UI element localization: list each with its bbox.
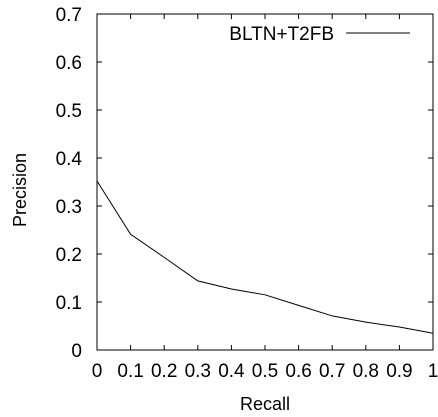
- y-tick-label: 0: [71, 341, 82, 362]
- y-tick-label: 0.2: [56, 245, 82, 266]
- series-layer: [96, 180, 434, 334]
- x-tick-label: 0.6: [285, 361, 311, 382]
- y-tick-label: 0.5: [56, 101, 82, 122]
- x-tick-label: 0: [92, 361, 103, 382]
- series-line-1: [96, 180, 434, 334]
- legend-label-series-1: BLTN+T2FB: [229, 24, 334, 45]
- x-tick-label: 0.9: [386, 361, 412, 382]
- x-tick-label: 0.1: [117, 361, 143, 382]
- x-tick-label: 0.8: [353, 361, 379, 382]
- y-tick-label: 0.4: [56, 149, 83, 170]
- y-tick-label: 0.3: [56, 197, 82, 218]
- y-tick-label: 0.6: [56, 53, 82, 74]
- y-tick-label: 0.1: [56, 293, 82, 314]
- y-axis-title: Precision: [10, 153, 30, 227]
- x-tick-label: 0.3: [185, 361, 211, 382]
- x-tick-label: 1: [428, 361, 438, 382]
- x-axis-title: Recall: [240, 394, 290, 414]
- y-tick-label: 0.7: [56, 5, 82, 26]
- x-tick-label: 0.4: [218, 361, 245, 382]
- x-tick-label: 0.5: [252, 361, 278, 382]
- x-tick-label: 0.2: [151, 361, 177, 382]
- y-axis-ticks: 0 0.1 0.2 0.3 0.4 0.5 0.6 0.7: [56, 5, 433, 362]
- legend: BLTN+T2FB: [229, 24, 410, 45]
- plot-frame: [96, 13, 434, 351]
- x-tick-label: 0.7: [319, 361, 345, 382]
- x-axis-ticks: 0 0.1 0.2 0.3 0.4 0.5 0.6 0.7 0.8 0.9 1: [92, 14, 438, 382]
